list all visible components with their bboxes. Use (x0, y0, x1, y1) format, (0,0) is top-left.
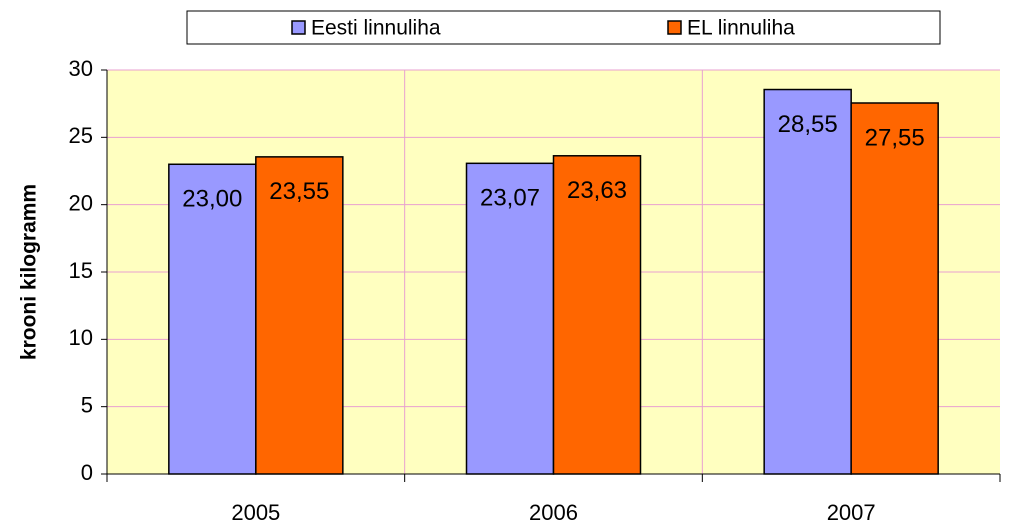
legend-box (186, 10, 941, 45)
value-label: 23,63 (567, 177, 627, 204)
legend-label: EL linnuliha (687, 17, 795, 40)
bar (850, 102, 939, 475)
y-tick-label: 0 (81, 460, 93, 485)
bar (763, 88, 852, 475)
value-label: 23,07 (480, 185, 540, 212)
bar (465, 162, 555, 475)
x-tick-label: 2007 (827, 500, 876, 525)
y-tick-label: 30 (69, 56, 93, 81)
y-tick-label: 25 (69, 123, 93, 148)
value-label: 23,55 (269, 178, 329, 205)
legend-marker (291, 20, 306, 35)
value-label: 23,00 (182, 186, 242, 213)
y-tick-label: 10 (69, 325, 93, 350)
y-tick-label: 5 (81, 392, 93, 417)
value-label: 27,55 (865, 124, 925, 151)
legend-label: Eesti linnuliha (311, 17, 441, 40)
value-label: 28,55 (778, 111, 838, 138)
bar (552, 155, 642, 475)
x-tick-label: 2006 (529, 500, 578, 525)
y-tick-label: 15 (69, 258, 93, 283)
y-tick-label: 20 (69, 190, 93, 215)
legend-marker (667, 20, 682, 35)
bar (255, 156, 344, 475)
x-tick-label: 2005 (231, 500, 280, 525)
y-axis-title: krooni kilogramm (18, 184, 41, 360)
bar (168, 163, 257, 475)
